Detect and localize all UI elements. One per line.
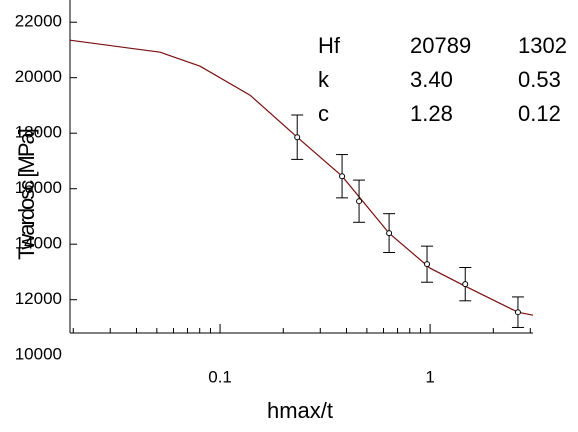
annotation-cell: 3.40 — [410, 67, 453, 92]
data-point — [514, 309, 521, 316]
data-point — [424, 261, 431, 268]
annotation-cell: 0.12 — [518, 101, 561, 126]
y-axis-title: Twardosc [MPa] — [14, 129, 39, 260]
data-point — [386, 230, 393, 237]
fit-line — [69, 39, 534, 316]
data-point — [356, 198, 363, 205]
y-tick-label: 18000 — [15, 123, 62, 142]
data-point — [339, 173, 346, 180]
y-tick-label: 10000 — [15, 345, 62, 364]
x-tick-label: 1 — [425, 367, 434, 386]
data-point — [294, 134, 301, 141]
y-tick-label: 16000 — [15, 178, 62, 197]
annotation-cell: Hf — [318, 33, 341, 58]
annotation-cell: 0.53 — [518, 67, 561, 92]
y-tick-label: 14000 — [15, 234, 62, 253]
y-tick-label: 22000 — [15, 12, 62, 31]
annotation-cell: 1302 — [518, 33, 567, 58]
y-tick-label: 20000 — [15, 67, 62, 86]
data-point — [462, 281, 469, 288]
annotation-cell: k — [318, 67, 330, 92]
annotation-cell: 1.28 — [410, 101, 453, 126]
x-axis-title: hmax/t — [267, 398, 333, 423]
annotation-cell: 20789 — [410, 33, 471, 58]
y-tick-label: 12000 — [15, 289, 62, 308]
annotation-cell: c — [318, 101, 329, 126]
x-tick-label: 0.1 — [208, 367, 232, 386]
